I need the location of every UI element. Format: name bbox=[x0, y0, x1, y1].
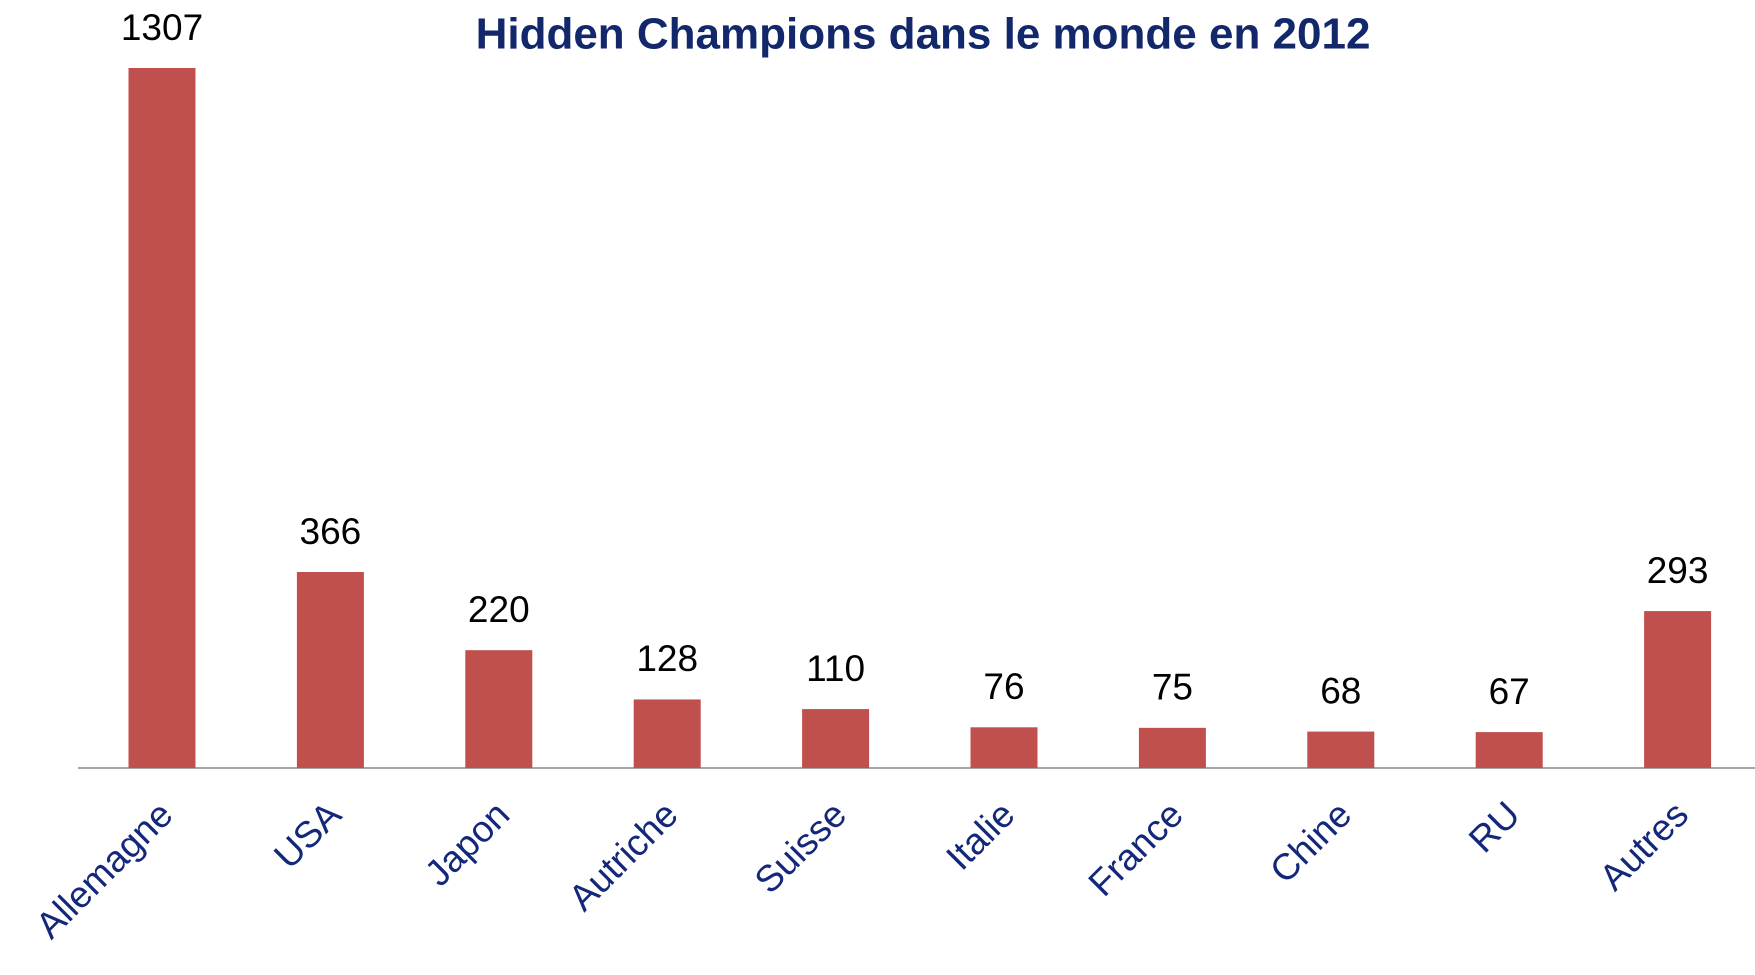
x-tick-label: Allemagne bbox=[28, 794, 181, 947]
x-tick-label: Autriche bbox=[561, 794, 686, 919]
x-tick-label: RU bbox=[1461, 794, 1528, 861]
x-tick-label: France bbox=[1081, 794, 1191, 904]
bar bbox=[465, 650, 533, 768]
bar bbox=[1138, 727, 1206, 768]
bar bbox=[633, 699, 701, 768]
bar bbox=[128, 68, 196, 768]
x-tick-label: Italie bbox=[938, 794, 1022, 878]
data-label: 68 bbox=[1320, 670, 1361, 711]
chart-title: Hidden Champions dans le monde en 2012 bbox=[476, 10, 1371, 59]
x-tick-label: Japon bbox=[417, 794, 517, 894]
bar bbox=[802, 709, 870, 768]
data-label: 1307 bbox=[121, 7, 203, 48]
data-label: 110 bbox=[806, 648, 865, 689]
bar bbox=[1475, 732, 1543, 768]
x-tick-label: Suisse bbox=[747, 794, 855, 902]
bar bbox=[1307, 731, 1375, 768]
bar bbox=[1644, 611, 1712, 768]
x-tick-label: Autres bbox=[1592, 794, 1697, 899]
data-label: 128 bbox=[636, 638, 698, 679]
data-label: 76 bbox=[983, 666, 1024, 707]
bar bbox=[296, 571, 364, 768]
data-label: 293 bbox=[1647, 550, 1709, 591]
x-tick-label: Chine bbox=[1262, 794, 1359, 891]
data-label: 75 bbox=[1152, 667, 1193, 708]
data-label: 67 bbox=[1489, 671, 1530, 712]
data-label: 366 bbox=[300, 511, 362, 552]
bar bbox=[970, 727, 1038, 768]
data-label: 220 bbox=[468, 589, 530, 630]
x-tick-label: USA bbox=[266, 793, 349, 876]
